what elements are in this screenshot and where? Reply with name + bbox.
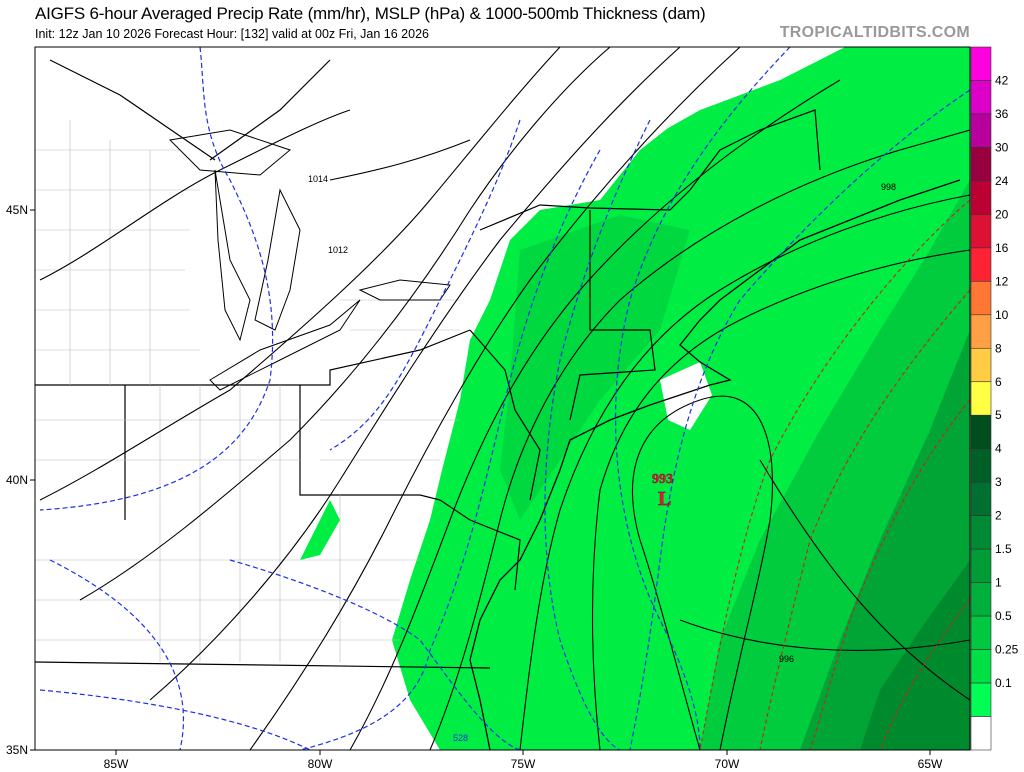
map-frame	[34, 46, 971, 751]
isobar-label-998: 998	[881, 182, 896, 192]
isobar-label-1014: 1014	[308, 174, 328, 184]
lat-label-40n: 40N	[6, 473, 28, 487]
great-lakes	[168, 129, 451, 391]
colorbar-swatch	[970, 682, 992, 717]
thickness-warm	[699, 199, 970, 750]
colorbar-swatch	[970, 414, 992, 450]
colorbar-swatch	[970, 147, 992, 182]
colorbar-label: 0.5	[995, 609, 1012, 623]
colorbar-label: 8	[995, 341, 1002, 355]
low-pressure-symbol: L	[658, 488, 671, 510]
lon-label-80w: 80W	[308, 757, 333, 771]
precip-gap-north	[600, 47, 845, 128]
chart-title: AIGFS 6-hour Averaged Precip Rate (mm/hr…	[35, 4, 706, 23]
precip-inland-mid	[500, 215, 690, 520]
map-area: 1014 1012 998 996 528 993 L	[35, 47, 970, 750]
precip-blob	[300, 500, 340, 560]
init-forecast-info: Init: 12z Jan 10 2026 Forecast Hour: [13…	[35, 27, 429, 41]
colorbar-label: 24	[995, 174, 1009, 188]
colorbar-label: 12	[995, 274, 1009, 288]
colorbar-swatch	[970, 615, 992, 650]
colorbar-label: 10	[995, 308, 1009, 322]
colorbar-swatch	[970, 548, 992, 583]
isobar-label-996: 996	[779, 654, 794, 664]
colorbar-label: 4	[995, 442, 1002, 456]
colorbar-label: 30	[995, 140, 1009, 154]
colorbar-swatch	[970, 113, 992, 148]
thickness-label-528: 528	[453, 733, 468, 743]
thickness-cold	[39, 47, 970, 750]
colorbar-swatch	[970, 80, 992, 115]
axis-ticks	[30, 209, 931, 755]
lat-label-35n: 35N	[6, 743, 28, 757]
lon-label-65w: 65W	[918, 757, 943, 771]
colorbar-label: 20	[995, 207, 1009, 221]
colorbar-swatch	[970, 716, 992, 751]
colorbar-swatch	[970, 649, 992, 684]
colorbar-label: 3	[995, 475, 1002, 489]
colorbar-label: 16	[995, 241, 1009, 255]
colorbar-swatch	[970, 448, 992, 483]
colorbar-swatch	[970, 381, 992, 416]
lon-label-70w: 70W	[715, 757, 740, 771]
colorbar-label: 5	[995, 408, 1002, 422]
colorbar-swatch	[970, 515, 992, 550]
low-pressure-value: 993	[652, 472, 673, 487]
lon-label-85w: 85W	[104, 757, 129, 771]
colorbar-label: 1.5	[995, 542, 1012, 556]
colorbar-label: 36	[995, 107, 1009, 121]
precip-colorbar: 42 36 30 24 20 16 12 10 8 6 5 4 3 2 1.5 1 0.5 0.25 0.1	[970, 46, 1019, 751]
colorbar-swatch	[970, 481, 992, 516]
colorbar-label: 0.25	[995, 643, 1019, 657]
colorbar-label: 2	[995, 509, 1002, 523]
colorbar-swatch	[970, 214, 992, 249]
colorbar-swatch	[970, 247, 992, 282]
brand-watermark: TROPICALTIDBITS.COM	[779, 24, 970, 41]
colorbar-swatch	[970, 281, 992, 316]
colorbar-label: 42	[995, 73, 1009, 87]
colorbar-swatch	[970, 314, 992, 349]
colorbar-swatch	[970, 347, 992, 383]
colorbar-swatch	[970, 582, 992, 617]
lon-label-75w: 75W	[511, 757, 536, 771]
lat-label-45n: 45N	[6, 203, 28, 217]
colorbar-swatch	[970, 180, 992, 215]
colorbar-swatch	[970, 46, 992, 81]
colorbar-label: 1	[995, 576, 1002, 590]
colorbar-label: 6	[995, 375, 1002, 389]
precip-darker-area	[860, 560, 970, 750]
isobar-label-1012: 1012	[328, 245, 348, 255]
colorbar-label: 0.1	[995, 676, 1012, 690]
